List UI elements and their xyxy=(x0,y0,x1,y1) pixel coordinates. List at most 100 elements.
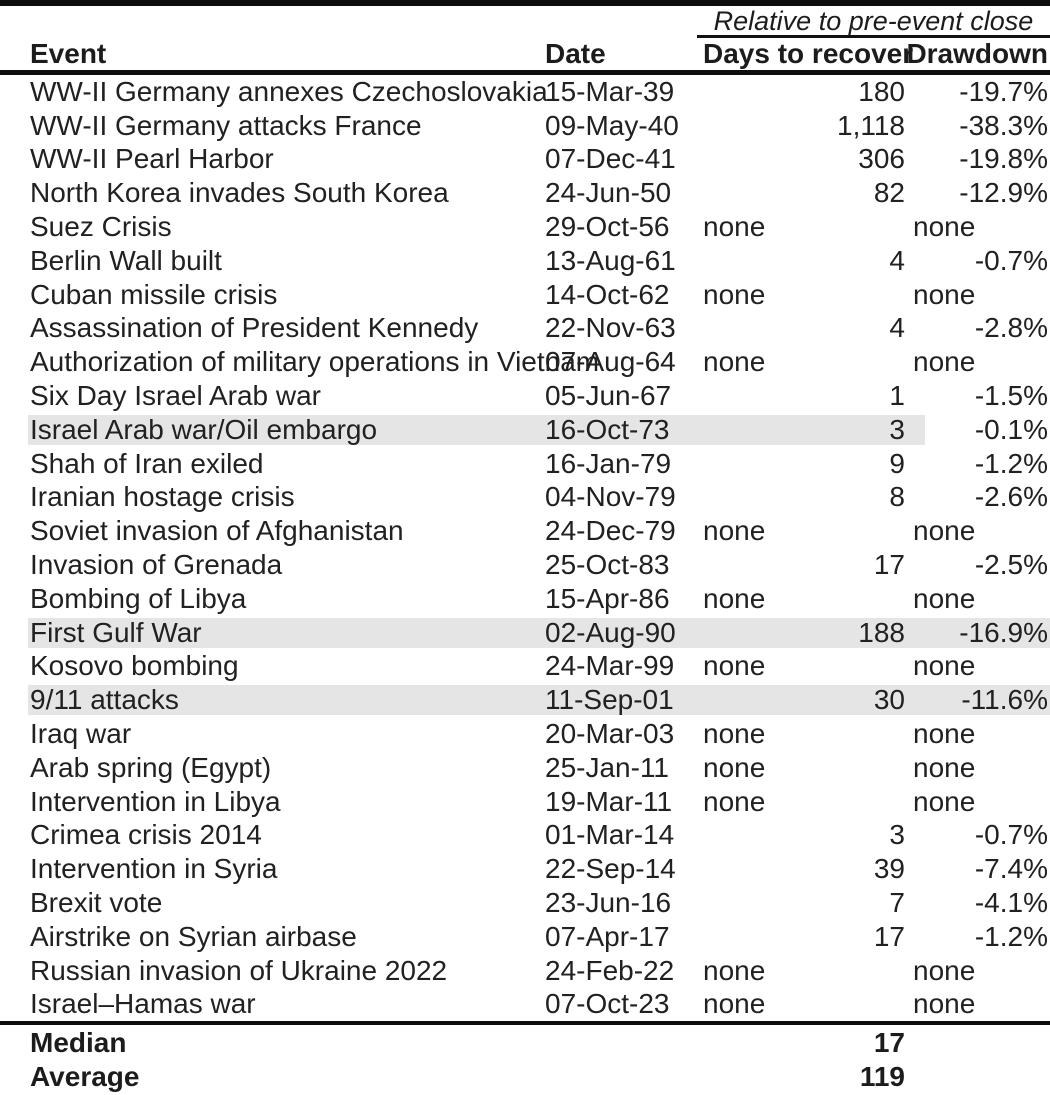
summary-divider-rule xyxy=(0,1021,1050,1026)
row-highlight xyxy=(28,685,1050,716)
table-row: Arab spring (Egypt) 25-Jan-11 none none xyxy=(0,751,1050,785)
summary-days-value: 119 xyxy=(859,1061,905,1093)
table-row: Brexit vote 23-Jun-16 7 -4.1% xyxy=(0,886,1050,920)
table-row: WW-II Germany annexes Czechoslovakia 15-M… xyxy=(0,75,1050,109)
date-cell: 04-Nov-79 xyxy=(545,481,676,513)
date-cell: 02-Aug-90 xyxy=(545,616,676,648)
drawdown-cell: none xyxy=(913,751,976,783)
drawdown-cell: -0.7% xyxy=(974,819,1048,851)
days-to-recover-cell: none xyxy=(703,278,766,310)
summary-label: Average xyxy=(30,1061,140,1093)
event-cell: Six Day Israel Arab war xyxy=(30,380,321,412)
drawdown-cell: none xyxy=(913,211,976,243)
date-cell: 22-Nov-63 xyxy=(545,312,676,344)
days-to-recover-cell: none xyxy=(703,954,766,986)
date-cell: 16-Oct-73 xyxy=(545,413,670,445)
date-cell: 24-Jun-50 xyxy=(545,177,672,209)
date-cell: 22-Sep-14 xyxy=(545,853,676,885)
days-to-recover-cell: 4 xyxy=(889,312,905,344)
col-header-date: Date xyxy=(545,38,606,69)
date-cell: 09-May-40 xyxy=(545,109,679,141)
drawdown-cell: -1.2% xyxy=(974,447,1048,479)
days-to-recover-cell: 4 xyxy=(889,244,905,276)
drawdown-cell: none xyxy=(913,650,976,682)
table-row: Airstrike on Syrian airbase 07-Apr-17 17 -1… xyxy=(0,920,1050,954)
days-to-recover-cell: 188 xyxy=(858,616,905,648)
date-cell: 01-Mar-14 xyxy=(545,819,675,851)
days-to-recover-cell: none xyxy=(703,515,766,547)
date-cell: 25-Jan-11 xyxy=(545,751,670,783)
table-row: Invasion of Grenada 25-Oct-83 17 -2.5% xyxy=(0,548,1050,582)
drawdown-cell: -38.3% xyxy=(959,109,1048,141)
days-to-recover-cell: none xyxy=(703,211,766,243)
event-cell: Israel Arab war/Oil embargo xyxy=(30,413,378,445)
table-header: Event Date Days to recover Drawdown xyxy=(0,38,1050,75)
table-row: Russian invasion of Ukraine 2022 24-Feb-2… xyxy=(0,954,1050,988)
drawdown-cell: -19.7% xyxy=(959,75,1048,107)
spanner-row: Relative to pre-event close xyxy=(0,6,1050,38)
event-cell: Crimea crisis 2014 xyxy=(30,819,262,851)
summary-label: Median xyxy=(30,1026,127,1058)
drawdown-cell: -4.1% xyxy=(974,887,1048,919)
drawdown-cell: none xyxy=(913,988,976,1020)
drawdown-cell: none xyxy=(913,718,976,750)
table-row: Suez Crisis 29-Oct-56 none none xyxy=(0,210,1050,244)
drawdown-cell: none xyxy=(913,954,976,986)
days-to-recover-cell: none xyxy=(703,582,766,614)
days-to-recover-cell: none xyxy=(703,346,766,378)
date-cell: 07-Dec-41 xyxy=(545,143,676,175)
event-cell: Intervention in Syria xyxy=(30,853,278,885)
table-row: Israel Arab war/Oil embargo 16-Oct-73 3 -0.… xyxy=(0,413,1050,447)
col-header-event: Event xyxy=(30,38,107,69)
drawdown-cell: -1.5% xyxy=(974,380,1048,412)
event-cell: North Korea invades South Korea xyxy=(30,177,449,209)
summary-days-value: 17 xyxy=(873,1026,905,1058)
days-to-recover-cell: 82 xyxy=(873,177,905,209)
days-to-recover-cell: none xyxy=(703,751,766,783)
date-cell: 05-Jun-67 xyxy=(545,380,672,412)
days-to-recover-cell: 306 xyxy=(858,143,905,175)
event-cell: Soviet invasion of Afghanistan xyxy=(30,515,404,547)
drawdown-cell: -7.4% xyxy=(974,853,1048,885)
table-row: Israel–Hamas war 07-Oct-23 none none xyxy=(0,988,1050,1022)
event-cell: WW-II Pearl Harbor xyxy=(30,143,274,175)
drawdown-cell: -16.9% xyxy=(959,616,1048,648)
table-row: Berlin Wall built 13-Aug-61 4 -0.7% xyxy=(0,244,1050,278)
drawdown-cell: -2.8% xyxy=(974,312,1048,344)
date-cell: 24-Feb-22 xyxy=(545,954,675,986)
table-row: Cuban missile crisis 14-Oct-62 none none xyxy=(0,278,1050,312)
days-to-recover-cell: none xyxy=(703,988,766,1020)
row-highlight xyxy=(28,414,925,445)
days-to-recover-cell: 8 xyxy=(889,481,905,513)
date-cell: 16-Jan-79 xyxy=(545,447,672,479)
date-cell: 07-Aug-64 xyxy=(545,346,676,378)
table-row: Six Day Israel Arab war 05-Jun-67 1 -1.5% xyxy=(0,379,1050,413)
table-row: Shah of Iran exiled 16-Jan-79 9 -1.2% xyxy=(0,447,1050,481)
days-to-recover-cell: 7 xyxy=(889,887,905,919)
event-cell: Iraq war xyxy=(30,718,132,750)
event-cell: Intervention in Libya xyxy=(30,785,281,817)
table-row: Authorization of military operations in … xyxy=(0,345,1050,379)
drawdown-cell: -2.6% xyxy=(974,481,1048,513)
days-to-recover-cell: none xyxy=(703,718,766,750)
spanner-label: Relative to pre-event close xyxy=(697,6,1050,38)
date-cell: 07-Oct-23 xyxy=(545,988,670,1020)
drawdown-cell: none xyxy=(913,278,976,310)
date-cell: 20-Mar-03 xyxy=(545,718,675,750)
drawdown-cell: -12.9% xyxy=(959,177,1048,209)
days-to-recover-cell: 9 xyxy=(889,447,905,479)
days-to-recover-cell: 17 xyxy=(873,920,905,952)
table-row: Kosovo bombing 24-Mar-99 none none xyxy=(0,650,1050,684)
event-cell: Iranian hostage crisis xyxy=(30,481,295,513)
table-body: WW-II Germany annexes Czechoslovakia 15-M… xyxy=(0,75,1050,1021)
table-row: Iraq war 20-Mar-03 none none xyxy=(0,717,1050,751)
summary-row: Average 119 xyxy=(0,1060,1050,1095)
top-border-rule xyxy=(0,0,1050,6)
drawdown-cell: none xyxy=(913,582,976,614)
date-cell: 29-Oct-56 xyxy=(545,211,670,243)
event-cell: Cuban missile crisis xyxy=(30,278,278,310)
days-to-recover-cell: none xyxy=(703,650,766,682)
days-to-recover-cell: 30 xyxy=(873,684,905,716)
days-to-recover-cell: 1,118 xyxy=(837,109,905,141)
